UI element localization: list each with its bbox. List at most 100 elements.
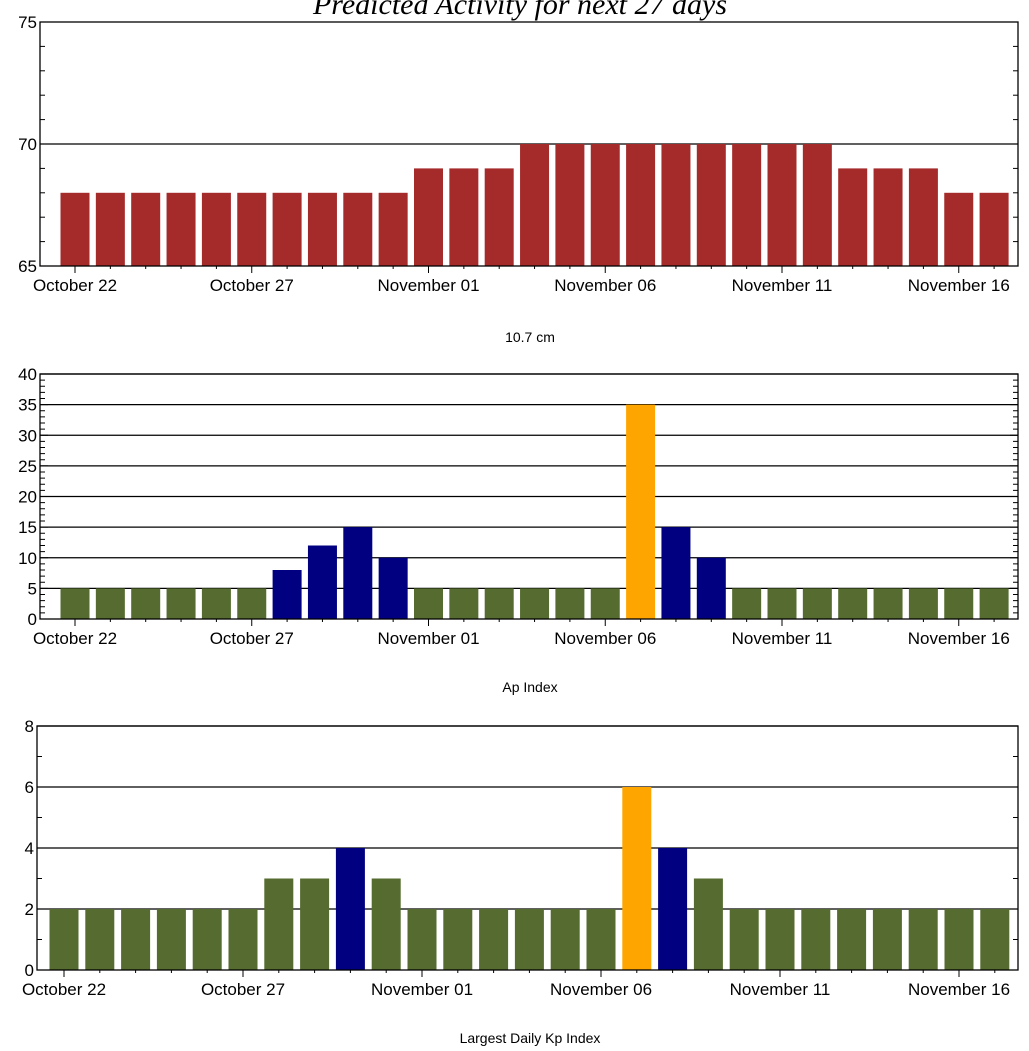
bar (237, 192, 267, 266)
x-tick-label: November 06 (554, 276, 656, 295)
bar (479, 909, 509, 970)
bar (520, 588, 550, 619)
bar (908, 168, 938, 266)
bar (237, 588, 267, 619)
bar (801, 909, 831, 970)
y-tick-label: 0 (28, 610, 37, 629)
bar (696, 557, 726, 619)
y-tick-label: 10 (18, 549, 37, 568)
bar (49, 909, 79, 970)
x-tick-label: November 11 (732, 276, 833, 295)
bar (661, 527, 691, 619)
bar (765, 909, 795, 970)
bar (767, 144, 797, 266)
bar (979, 588, 1009, 619)
bar (872, 909, 902, 970)
x-tick-label: November 06 (550, 980, 652, 999)
bar (873, 168, 903, 266)
y-tick-label: 65 (18, 257, 37, 276)
bar (166, 588, 196, 619)
bar (908, 909, 938, 970)
bar (767, 588, 797, 619)
bar (343, 527, 373, 619)
bar (837, 909, 867, 970)
bar (300, 878, 330, 970)
y-tick-label: 0 (25, 961, 34, 980)
y-tick-label: 15 (18, 518, 37, 537)
x-tick-label: November 11 (732, 629, 833, 648)
y-tick-label: 40 (18, 365, 37, 384)
bar (95, 588, 125, 619)
bar (979, 192, 1009, 266)
bar (555, 144, 585, 266)
y-tick-label: 2 (25, 900, 34, 919)
bar (228, 909, 258, 970)
x-tick-label: November 16 (908, 629, 1010, 648)
bar (586, 909, 616, 970)
chart-title: 10.7 cm (505, 329, 555, 345)
bar (343, 192, 373, 266)
bar (95, 192, 125, 266)
bar (371, 878, 401, 970)
bar (732, 588, 762, 619)
bar (378, 192, 408, 266)
bar (908, 588, 938, 619)
x-tick-label: October 27 (201, 980, 285, 999)
bar (443, 909, 473, 970)
bar (264, 878, 294, 970)
bar (550, 909, 580, 970)
y-tick-label: 30 (18, 426, 37, 445)
bar (944, 909, 974, 970)
bar (838, 168, 868, 266)
bar (980, 909, 1010, 970)
bar (802, 588, 832, 619)
bar (85, 909, 115, 970)
bar (272, 192, 302, 266)
bar (484, 168, 514, 266)
y-tick-label: 6 (25, 778, 34, 797)
bar (873, 588, 903, 619)
bar (944, 588, 974, 619)
x-tick-label: October 27 (210, 276, 294, 295)
x-tick-label: October 22 (33, 276, 117, 295)
bar (590, 144, 620, 266)
chart-title: Ap Index (502, 679, 557, 695)
kp-index-chart: 0 2 4 6 8 October 22 October 27 November 01 Nove… (22, 717, 1019, 1046)
y-tick-label: 35 (18, 396, 37, 415)
bar (944, 192, 974, 266)
bar (156, 909, 186, 970)
x-tick-label: November 01 (377, 629, 479, 648)
bar (272, 570, 302, 619)
bar (166, 192, 196, 266)
bar (658, 848, 688, 970)
x-tick-label: November 11 (730, 980, 831, 999)
x-tick-label: October 27 (210, 629, 294, 648)
x-tick-label: October 22 (22, 980, 106, 999)
bar (732, 144, 762, 266)
y-tick-label: 8 (25, 717, 34, 736)
x-tick-label: November 06 (554, 629, 656, 648)
bar (378, 557, 408, 619)
bar (201, 588, 231, 619)
bar (131, 588, 161, 619)
bar (201, 192, 231, 266)
bar (661, 144, 691, 266)
x-tick-label: November 16 (908, 276, 1010, 295)
ap-index-chart: 0 5 10 15 20 25 30 35 40 October 22 October 27 Nove… (18, 365, 1019, 695)
bar (121, 909, 151, 970)
bar (590, 588, 620, 619)
bar (192, 909, 222, 970)
bar (729, 909, 759, 970)
y-tick-label: 20 (18, 488, 37, 507)
y-tick-label: 4 (25, 839, 34, 858)
bar (802, 144, 832, 266)
bar (407, 909, 437, 970)
bar (307, 192, 337, 266)
bar (414, 588, 443, 619)
bar (335, 848, 365, 970)
bar (449, 168, 479, 266)
x-tick-label: November 01 (377, 276, 479, 295)
bar (449, 588, 479, 619)
x-tick-label: November 01 (371, 980, 473, 999)
